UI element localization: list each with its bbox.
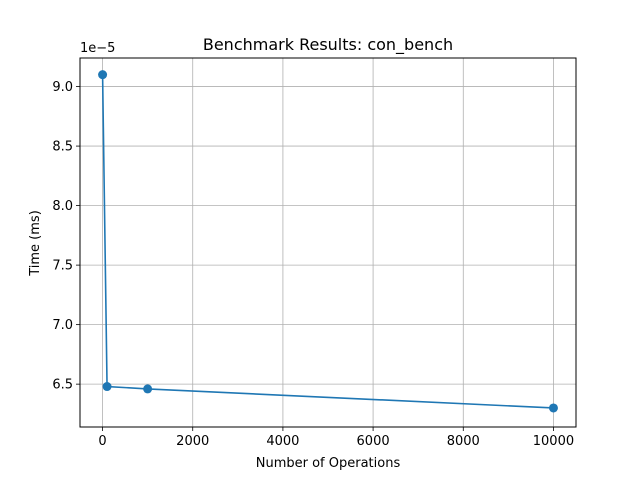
x-tick-label: 2000 [176, 434, 209, 449]
y-tick-label: 7.0 [52, 318, 73, 333]
y-tick-label: 9.0 [52, 80, 73, 95]
y-axis-label: Time (ms) [28, 210, 43, 277]
data-point [102, 382, 112, 392]
y-tick-label: 8.5 [52, 140, 73, 155]
data-point [548, 403, 558, 413]
y-tick-label: 8.0 [52, 199, 73, 214]
y-tick-label: 6.5 [52, 378, 73, 393]
x-axis-ticks: 0 2000 4000 6000 8000 10000 [98, 427, 574, 449]
series-line [101, 74, 554, 409]
data-series [98, 70, 558, 413]
chart-title: Benchmark Results: con_bench [203, 35, 453, 55]
x-tick-label: 0 [98, 434, 106, 449]
y-axis-ticks: 6.5 7.0 7.5 8.0 8.5 9.0 [52, 80, 80, 393]
plot-frame [79, 57, 577, 428]
y-axis-offset-label: 1e−5 [80, 41, 115, 56]
y-tick-label: 7.5 [52, 259, 73, 274]
x-tick-label: 8000 [447, 434, 480, 449]
x-axis-label: Number of Operations [256, 456, 401, 471]
data-point [143, 384, 153, 394]
grid-lines [80, 58, 576, 427]
x-tick-label: 6000 [357, 434, 390, 449]
data-point [98, 70, 108, 80]
x-tick-label: 10000 [533, 434, 574, 449]
x-tick-label: 4000 [266, 434, 299, 449]
